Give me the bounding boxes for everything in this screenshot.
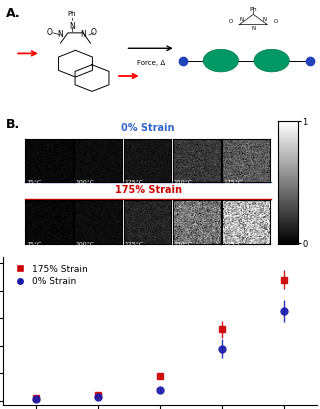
Legend: 175% Strain, 0% Strain: 175% Strain, 0% Strain bbox=[8, 261, 92, 290]
Text: A.: A. bbox=[6, 7, 21, 20]
Text: 0% Strain: 0% Strain bbox=[122, 124, 175, 133]
Text: 175% Strain: 175% Strain bbox=[115, 185, 182, 195]
Text: B.: B. bbox=[6, 118, 20, 131]
